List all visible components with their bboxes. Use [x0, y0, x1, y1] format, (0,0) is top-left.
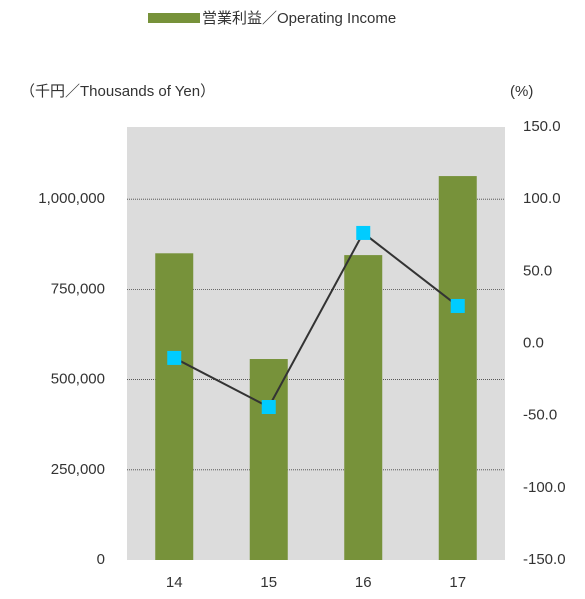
- line-marker: [261, 400, 276, 415]
- y2-tick-label: 150.0: [523, 118, 561, 135]
- bar: [438, 176, 477, 560]
- y2-tick-label: -100.0: [523, 479, 566, 496]
- line-marker: [167, 350, 182, 365]
- y-tick-label: 0: [97, 551, 105, 568]
- bar: [155, 253, 194, 560]
- line: [173, 231, 459, 409]
- x-tick-label: 16: [355, 574, 372, 591]
- y2-tick-label: 0.0: [523, 334, 544, 351]
- y2-tick-label: 100.0: [523, 190, 561, 207]
- x-tick-label: 15: [260, 574, 277, 591]
- x-tick-label: 17: [449, 574, 466, 591]
- y-tick-label: 250,000: [51, 461, 105, 478]
- y-tick-label: 1,000,000: [38, 190, 105, 207]
- y-tick-label: 750,000: [51, 280, 105, 297]
- y2-axis-label: (%): [510, 83, 533, 100]
- bar: [249, 359, 288, 560]
- y2-tick-label: 50.0: [523, 262, 552, 279]
- y2-tick-label: -50.0: [523, 407, 557, 424]
- y-axis-label: （千円／Thousands of Yen）: [20, 83, 215, 100]
- line-marker: [356, 225, 371, 240]
- legend-label: 営業利益／Operating Income: [202, 10, 396, 27]
- bar: [344, 255, 383, 561]
- y2-tick-label: -150.0: [523, 551, 566, 568]
- line-marker: [450, 298, 465, 313]
- legend-swatch: [148, 13, 200, 23]
- x-tick-label: 14: [166, 574, 183, 591]
- y-tick-label: 500,000: [51, 371, 105, 388]
